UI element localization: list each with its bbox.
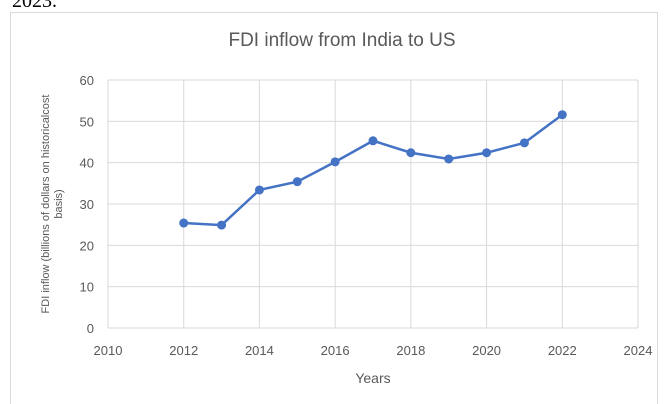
- x-tick-label: 2024: [624, 343, 653, 358]
- data-point: [368, 136, 378, 146]
- x-tick-label: 2016: [321, 343, 350, 358]
- data-point: [330, 157, 340, 167]
- x-tick-label: 2022: [548, 343, 577, 358]
- data-point: [217, 220, 227, 230]
- chart-frame: [10, 12, 658, 404]
- x-tick-label: 2014: [245, 343, 274, 358]
- data-point: [482, 148, 492, 158]
- y-tick-label: 50: [80, 114, 94, 129]
- y-tick-label: 60: [80, 73, 94, 88]
- x-tick-label: 2012: [169, 343, 198, 358]
- data-point: [557, 110, 567, 120]
- data-point: [179, 218, 189, 228]
- y-tick-label: 0: [87, 321, 94, 336]
- chart-title: FDI inflow from India to US: [228, 30, 455, 51]
- y-tick-label: 30: [80, 197, 94, 212]
- y-tick-label: 10: [80, 280, 94, 295]
- data-point: [292, 177, 302, 187]
- y-tick-label: 20: [80, 238, 94, 253]
- x-axis-label: Years: [355, 370, 390, 386]
- data-point: [406, 148, 416, 158]
- x-tick-label: 2018: [396, 343, 425, 358]
- y-axis-label-line: basis): [53, 189, 65, 218]
- context-text: 2023.: [12, 0, 57, 12]
- y-tick-label: 40: [80, 156, 94, 171]
- y-axis-label-line: FDI inflow (billions of dollars on histo…: [40, 95, 52, 314]
- y-axis-label: FDI inflow (billions of dollars on histo…: [40, 95, 65, 314]
- data-point: [254, 185, 264, 195]
- data-point: [519, 138, 529, 148]
- x-tick-label: 2010: [94, 343, 123, 358]
- data-point: [444, 154, 454, 164]
- x-tick-label: 2020: [472, 343, 501, 358]
